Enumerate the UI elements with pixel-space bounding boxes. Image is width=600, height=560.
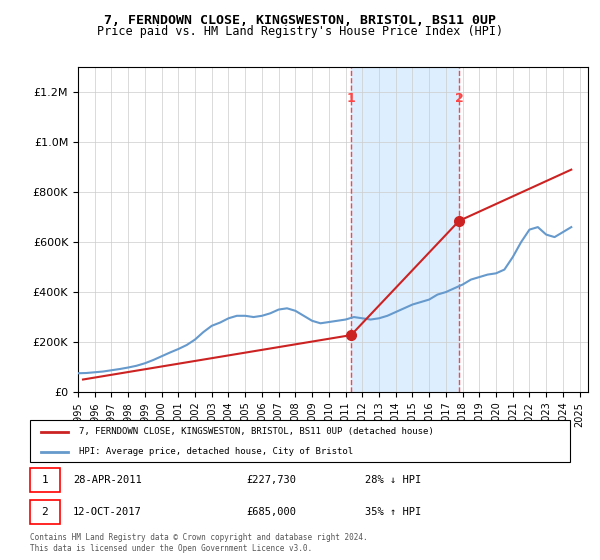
FancyBboxPatch shape [30, 500, 60, 524]
Text: 7, FERNDOWN CLOSE, KINGSWESTON, BRISTOL, BS11 0UP (detached house): 7, FERNDOWN CLOSE, KINGSWESTON, BRISTOL,… [79, 427, 433, 436]
Text: 7, FERNDOWN CLOSE, KINGSWESTON, BRISTOL, BS11 0UP: 7, FERNDOWN CLOSE, KINGSWESTON, BRISTOL,… [104, 14, 496, 27]
Text: 1: 1 [347, 92, 355, 105]
Text: 35% ↑ HPI: 35% ↑ HPI [365, 507, 421, 517]
Text: HPI: Average price, detached house, City of Bristol: HPI: Average price, detached house, City… [79, 447, 353, 456]
Text: Contains HM Land Registry data © Crown copyright and database right 2024.
This d: Contains HM Land Registry data © Crown c… [30, 533, 368, 553]
Text: £227,730: £227,730 [246, 475, 296, 486]
Text: 1: 1 [41, 475, 48, 486]
Text: 12-OCT-2017: 12-OCT-2017 [73, 507, 142, 517]
Text: Price paid vs. HM Land Registry's House Price Index (HPI): Price paid vs. HM Land Registry's House … [97, 25, 503, 38]
Text: 28% ↓ HPI: 28% ↓ HPI [365, 475, 421, 486]
Bar [351, 67, 459, 392]
FancyBboxPatch shape [30, 420, 570, 462]
Text: £685,000: £685,000 [246, 507, 296, 517]
FancyBboxPatch shape [30, 468, 60, 492]
Text: 28-APR-2011: 28-APR-2011 [73, 475, 142, 486]
Text: 2: 2 [41, 507, 48, 517]
Text: 2: 2 [455, 92, 463, 105]
